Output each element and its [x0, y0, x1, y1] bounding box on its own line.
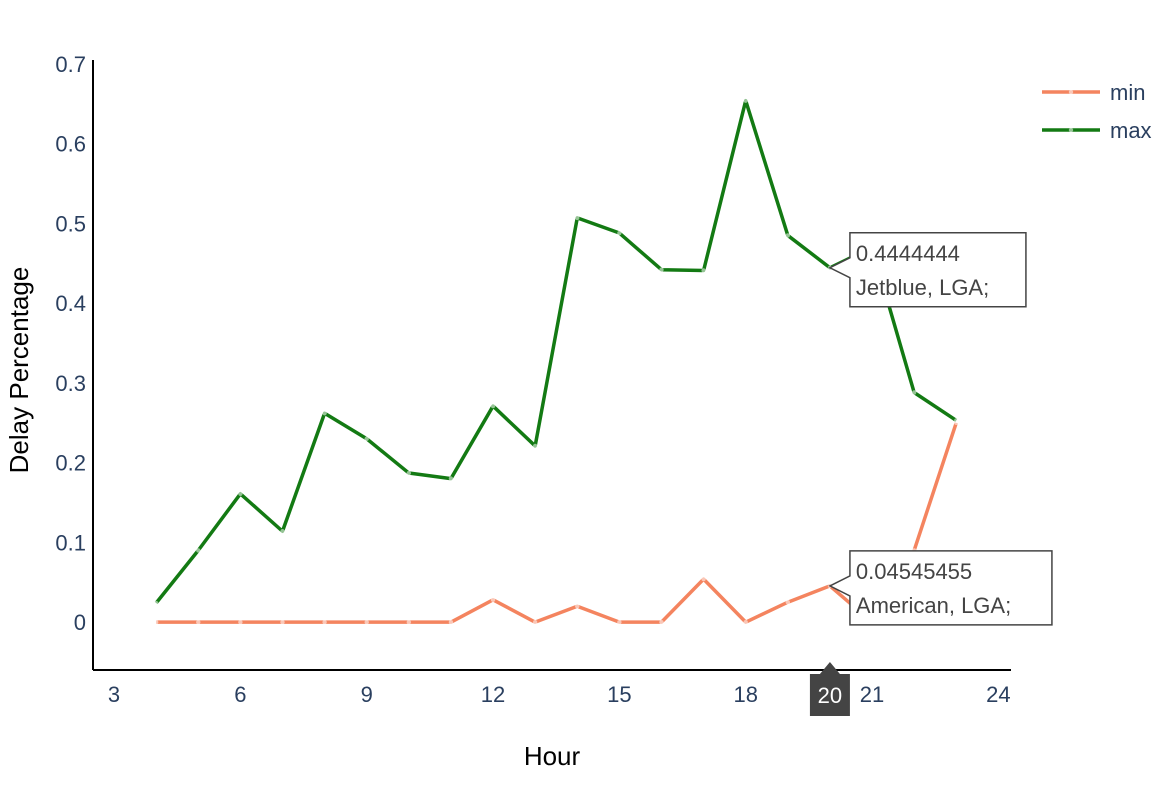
y-axis-title: Delay Percentage — [4, 267, 34, 474]
data-point-min[interactable] — [701, 576, 706, 582]
data-point-min[interactable] — [238, 619, 243, 625]
data-point-min[interactable] — [659, 619, 664, 625]
data-point-min[interactable] — [280, 619, 285, 625]
data-point-max[interactable] — [532, 443, 538, 449]
data-point-max[interactable] — [196, 548, 201, 553]
legend-item-max[interactable]: max — [1042, 118, 1152, 143]
hover-label-value: 0.04545455 — [856, 559, 972, 584]
data-point-max[interactable] — [575, 215, 580, 221]
y-axis-ticks: 0 0.1 0.2 0.3 0.4 0.5 0.6 0.7 — [55, 52, 86, 635]
data-point-max[interactable] — [617, 230, 622, 236]
data-point-min[interactable] — [322, 619, 327, 625]
data-point-max[interactable] — [490, 403, 496, 409]
hover-label-box — [828, 550, 1053, 626]
data-point-min[interactable] — [785, 600, 791, 605]
x-tick-label: 18 — [733, 682, 757, 707]
series-lines — [153, 98, 959, 625]
x-tick-label: 9 — [361, 682, 373, 707]
y-tick-label: 0.7 — [55, 52, 86, 77]
legend[interactable]: min max — [1042, 80, 1152, 143]
data-point-max[interactable] — [364, 436, 369, 441]
x-axis-ticks: 3 6 9 12 15 18 21 24 — [108, 682, 1011, 707]
x-tick-label: 15 — [607, 682, 631, 707]
data-point-min[interactable] — [364, 619, 369, 625]
data-point-max[interactable] — [785, 233, 791, 238]
y-tick-label: 0.6 — [55, 132, 86, 157]
data-point-min[interactable] — [196, 619, 201, 625]
hover-labels: 0.4444444 Jetblue, LGA; 0.04545455 American… — [809, 232, 1053, 716]
data-point-min[interactable] — [743, 619, 748, 625]
hover-label-max: 0.4444444 Jetblue, LGA; — [828, 232, 1027, 308]
data-point-max[interactable] — [406, 470, 412, 476]
data-point-max[interactable] — [448, 476, 454, 481]
data-point-max[interactable] — [954, 418, 959, 423]
legend-label: min — [1110, 80, 1145, 105]
y-tick-label: 0.2 — [55, 451, 86, 476]
data-point-min[interactable] — [532, 619, 538, 625]
data-point-max[interactable] — [911, 390, 917, 395]
series-line-max[interactable] — [154, 98, 958, 605]
legend-label: max — [1110, 118, 1152, 143]
y-tick-label: 0 — [74, 610, 86, 635]
data-point-min[interactable] — [448, 619, 454, 625]
hover-label-min: 0.04545455 American, LGA; — [828, 550, 1053, 626]
x-hover-label-box — [809, 662, 850, 716]
data-point-max[interactable] — [238, 491, 243, 496]
y-tick-label: 0.4 — [55, 291, 86, 316]
legend-swatch-marker — [1068, 127, 1074, 133]
data-point-min[interactable] — [406, 619, 412, 625]
hover-label-text: American, LGA; — [856, 593, 1011, 618]
x-tick-label: 12 — [481, 682, 505, 707]
data-point-max[interactable] — [280, 529, 285, 534]
legend-swatch-marker — [1068, 89, 1074, 95]
x-axis-title: Hour — [524, 741, 581, 771]
y-tick-label: 0.3 — [55, 371, 86, 396]
data-point-max[interactable] — [659, 267, 664, 272]
x-hover-label-text: 20 — [818, 683, 842, 708]
data-point-max[interactable] — [153, 600, 159, 606]
legend-item-min[interactable]: min — [1042, 80, 1145, 105]
data-point-min[interactable] — [490, 597, 496, 603]
hover-label-text: Jetblue, LGA; — [856, 275, 989, 300]
y-tick-label: 0.1 — [55, 530, 86, 555]
x-tick-label: 24 — [986, 682, 1010, 707]
x-tick-label: 3 — [108, 682, 120, 707]
x-tick-label: 21 — [860, 682, 884, 707]
hover-label-value: 0.4444444 — [856, 241, 960, 266]
x-tick-label: 6 — [234, 682, 246, 707]
data-point-min[interactable] — [575, 604, 580, 609]
data-point-max[interactable] — [322, 411, 327, 416]
hover-label-box — [828, 232, 1027, 308]
y-tick-label: 0.5 — [55, 211, 86, 236]
data-point-max[interactable] — [701, 268, 706, 273]
data-point-min[interactable] — [153, 619, 159, 625]
data-point-min[interactable] — [617, 619, 622, 625]
data-point-max[interactable] — [743, 98, 748, 103]
x-hover-label: 20 — [809, 662, 850, 716]
series-line-min[interactable] — [156, 422, 958, 624]
